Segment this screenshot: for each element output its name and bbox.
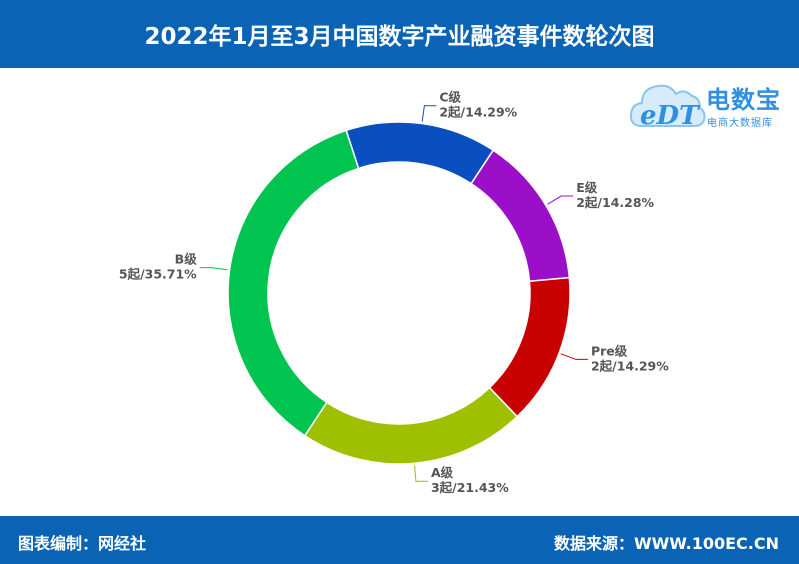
logo-brand-subtitle: 电商大数据库 (707, 118, 773, 129)
slice-label-E级: E级 (576, 180, 598, 195)
logo-mark-text: eDT (640, 101, 700, 131)
donut-slice-B级 (227, 129, 360, 437)
slice-value-label-B级: 5起/35.71% (119, 267, 197, 282)
slice-value-label-E级: 2起/14.28% (576, 195, 654, 210)
leader-line-C级 (421, 105, 437, 122)
footer-data-source: 数据来源：WWW.100EC.CN (553, 534, 779, 553)
slice-label-C级: C级 (439, 90, 461, 105)
leader-line-B级 (199, 267, 228, 271)
slice-label-A级: A级 (431, 465, 454, 480)
chart-title-bar: 2022年1月至3月中国数字产业融资事件数轮次图 (0, 0, 799, 68)
slice-label-B级: B级 (175, 252, 198, 267)
donut-chart: C级2起/14.29%E级2起/14.28%Pre级2起/14.29%A级3起/… (119, 90, 669, 496)
leader-line-A级 (414, 465, 428, 482)
slice-value-label-A级: 3起/21.43% (431, 480, 509, 495)
donut-slice-A级 (303, 386, 519, 465)
leader-line-Pre级 (560, 353, 588, 360)
slice-value-label-Pre级: 2起/14.29% (591, 358, 669, 373)
footer-bar: 图表编制：网经社 数据来源：WWW.100EC.CN (0, 516, 799, 564)
edt-logo: eDT 电数宝 电商大数据库 (628, 74, 794, 134)
donut-slice-Pre级 (488, 276, 571, 418)
cloud-logo-icon: eDT (629, 84, 706, 131)
leader-line-E级 (547, 195, 574, 205)
footer-source-credit: 图表编制：网经社 (18, 534, 147, 553)
page-title: 2022年1月至3月中国数字产业融资事件数轮次图 (144, 24, 655, 50)
donut-slice-C级 (345, 121, 495, 185)
slice-value-label-C级: 2起/14.29% (439, 105, 517, 120)
slice-label-Pre级: Pre级 (591, 343, 628, 358)
donut-slice-E级 (470, 149, 571, 283)
logo-brand-name: 电数宝 (706, 86, 781, 114)
